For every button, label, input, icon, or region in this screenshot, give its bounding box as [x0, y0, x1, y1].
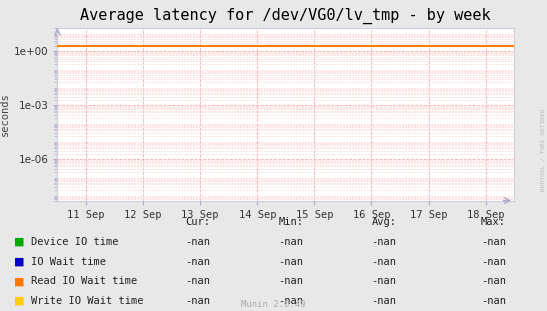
- Text: ■: ■: [14, 237, 24, 247]
- Text: -nan: -nan: [278, 276, 304, 286]
- Text: Cur:: Cur:: [185, 217, 211, 227]
- Text: Device IO time: Device IO time: [31, 237, 119, 247]
- Text: -nan: -nan: [278, 257, 304, 267]
- Text: -nan: -nan: [481, 237, 506, 247]
- Text: Write IO Wait time: Write IO Wait time: [31, 296, 144, 306]
- Text: -nan: -nan: [481, 296, 506, 306]
- Text: Munin 2.0.49: Munin 2.0.49: [241, 299, 306, 309]
- Y-axis label: seconds: seconds: [0, 92, 10, 136]
- Text: -nan: -nan: [278, 237, 304, 247]
- Text: ■: ■: [14, 257, 24, 267]
- Text: -nan: -nan: [481, 257, 506, 267]
- Title: Average latency for /dev/VG0/lv_tmp - by week: Average latency for /dev/VG0/lv_tmp - by…: [80, 8, 491, 24]
- Text: ■: ■: [14, 276, 24, 286]
- Text: -nan: -nan: [371, 296, 397, 306]
- Text: Min:: Min:: [278, 217, 304, 227]
- Text: Read IO Wait time: Read IO Wait time: [31, 276, 137, 286]
- Text: Max:: Max:: [481, 217, 506, 227]
- Text: -nan: -nan: [185, 257, 211, 267]
- Text: -nan: -nan: [481, 276, 506, 286]
- Text: -nan: -nan: [371, 257, 397, 267]
- Text: -nan: -nan: [185, 276, 211, 286]
- Text: -nan: -nan: [185, 296, 211, 306]
- Text: -nan: -nan: [371, 237, 397, 247]
- Text: -nan: -nan: [371, 276, 397, 286]
- Text: ■: ■: [14, 296, 24, 306]
- Text: RRDTOOL / TOBI OETIKER: RRDTOOL / TOBI OETIKER: [541, 108, 546, 191]
- Text: IO Wait time: IO Wait time: [31, 257, 106, 267]
- Text: Avg:: Avg:: [371, 217, 397, 227]
- Text: -nan: -nan: [185, 237, 211, 247]
- Text: -nan: -nan: [278, 296, 304, 306]
